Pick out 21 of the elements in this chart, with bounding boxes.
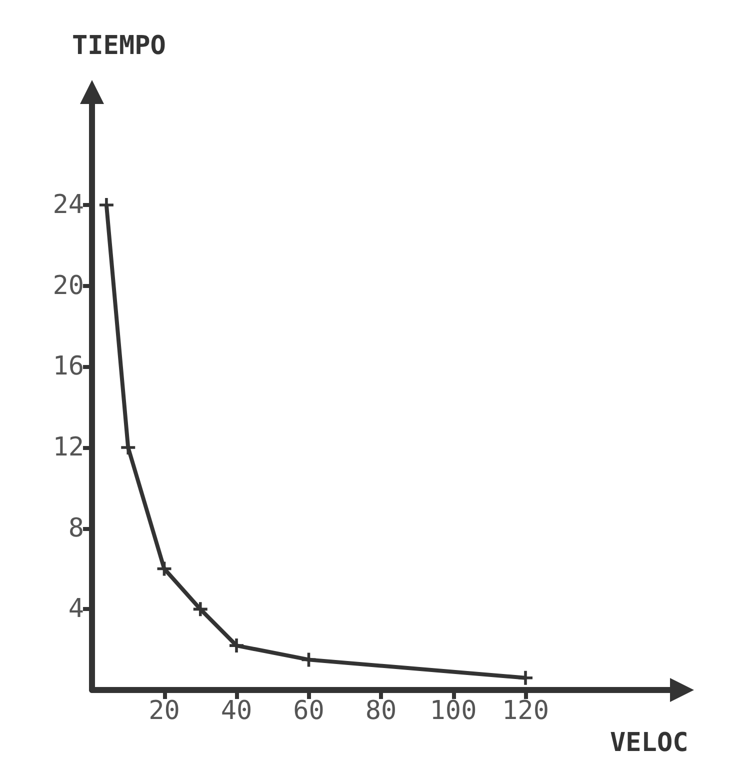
point — [121, 440, 136, 455]
x-tick-label: 60 — [293, 696, 324, 726]
point — [157, 562, 172, 576]
x-tick-label: 120 — [502, 696, 549, 726]
x-tick-label: 80 — [365, 696, 397, 726]
y-tick-label: 4 — [68, 594, 84, 624]
x-axis-title: VELOC — [610, 728, 688, 758]
x-tick-label: 40 — [220, 696, 252, 726]
point — [99, 198, 114, 212]
x-tick-label: 100 — [430, 696, 477, 726]
y-tick-label: 8 — [68, 513, 84, 544]
point — [302, 652, 316, 667]
point — [518, 670, 532, 685]
y-tick-label: 24 — [52, 190, 84, 220]
x-tick-label: 20 — [148, 696, 180, 726]
point — [230, 638, 244, 653]
y-tick-label: 12 — [52, 432, 84, 463]
y-axis-title: TIEMPO — [72, 31, 166, 61]
y-tick-label: 16 — [52, 352, 84, 382]
y-tick-label: 20 — [52, 270, 84, 301]
point — [193, 602, 208, 616]
